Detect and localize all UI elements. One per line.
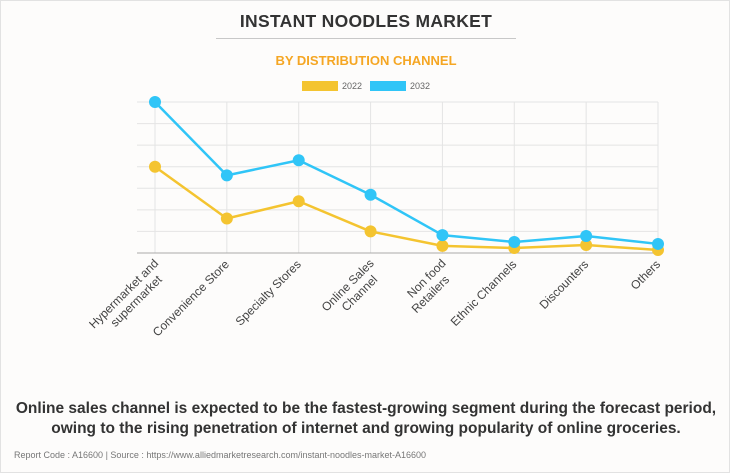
- source-footer: Report Code : A16600 | Source : https://…: [14, 450, 427, 460]
- legend-swatch-2032: [370, 81, 406, 91]
- legend-label-2032: 2032: [410, 81, 431, 91]
- x-tick-label: Specialty Stores: [233, 257, 304, 328]
- x-tick-label-line: Discounters: [537, 257, 592, 312]
- legend-swatch-2022: [301, 81, 338, 91]
- chart-title: INSTANT NOODLES MARKET: [239, 11, 493, 31]
- legend-item-2032[interactable]: 2032: [370, 81, 430, 91]
- x-tick-label-line: Convenience Store: [150, 257, 232, 339]
- series-line-2032: [154, 101, 659, 246]
- data-point-2032: [292, 154, 305, 167]
- legend-item-2022[interactable]: 2022: [301, 81, 362, 91]
- data-point-2032: [580, 229, 593, 242]
- x-tick-label: Convenience Store: [150, 257, 232, 339]
- x-tick-label: Others: [628, 257, 663, 292]
- x-tick-label-line: Others: [628, 257, 663, 292]
- data-point-2022: [436, 239, 449, 252]
- data-point-2032: [508, 235, 521, 248]
- chart-subtitle: BY DISTRIBUTION CHANNEL: [275, 53, 457, 68]
- legend-label-2022: 2022: [341, 81, 362, 91]
- data-point-2032: [652, 237, 664, 250]
- legend: 2022 2032: [1, 81, 730, 91]
- data-point-2032: [364, 188, 377, 201]
- data-point-2022: [149, 160, 161, 173]
- chart-caption: Online sales channel is expected to be t…: [15, 400, 717, 437]
- data-point-2032: [436, 229, 449, 242]
- x-tick-label-line: Ethnic Channels: [448, 257, 520, 329]
- data-point-2022: [292, 195, 305, 208]
- data-point-2022: [580, 239, 593, 252]
- x-tick-label: Online SalesChannel: [319, 256, 387, 324]
- x-tick-label: Ethnic Channels: [448, 257, 520, 329]
- series-line-2022: [154, 165, 659, 252]
- x-tick-label: Discounters: [537, 257, 592, 312]
- data-point-2032: [149, 96, 161, 108]
- x-tick-label-line: Specialty Stores: [233, 257, 304, 328]
- data-point-2022: [364, 225, 377, 238]
- data-point-2022: [220, 212, 233, 225]
- x-tick-label: Non foodRetailers: [399, 256, 459, 316]
- data-point-2032: [220, 169, 233, 182]
- title-divider: [216, 38, 516, 39]
